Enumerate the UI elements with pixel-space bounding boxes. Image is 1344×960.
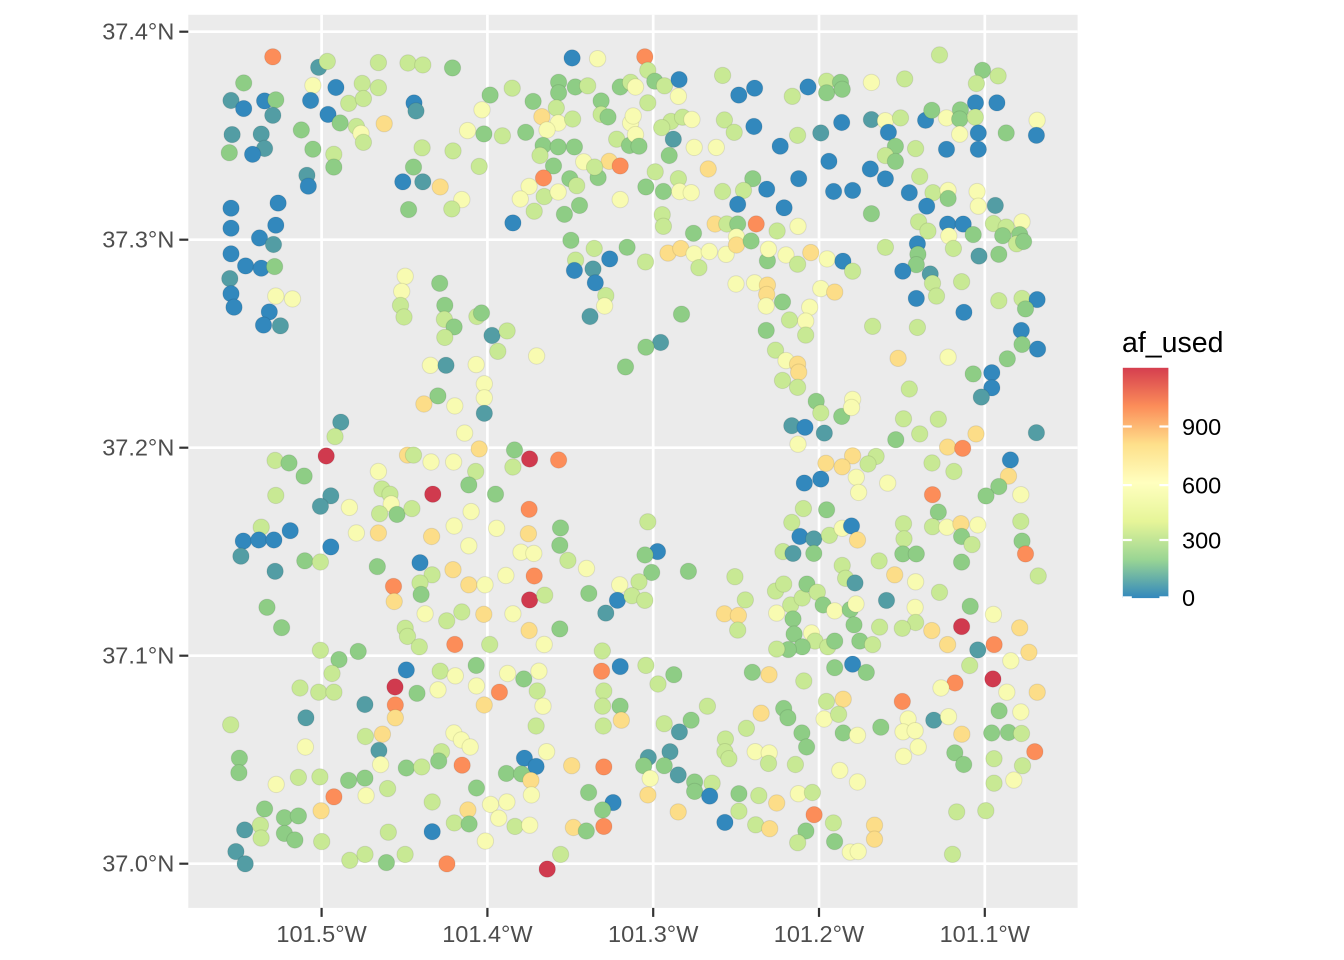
svg-text:101.5°W: 101.5°W bbox=[276, 921, 367, 947]
svg-text:37.0°N: 37.0°N bbox=[102, 851, 174, 877]
svg-text:101.3°W: 101.3°W bbox=[608, 921, 699, 947]
svg-text:300: 300 bbox=[1182, 528, 1221, 554]
svg-text:101.4°W: 101.4°W bbox=[442, 921, 533, 947]
svg-text:37.3°N: 37.3°N bbox=[102, 227, 174, 253]
svg-text:af_used: af_used bbox=[1122, 327, 1223, 359]
svg-text:37.2°N: 37.2°N bbox=[102, 435, 174, 461]
svg-text:900: 900 bbox=[1182, 414, 1221, 440]
svg-text:37.4°N: 37.4°N bbox=[102, 19, 174, 45]
svg-text:101.1°W: 101.1°W bbox=[940, 921, 1031, 947]
svg-text:600: 600 bbox=[1182, 473, 1221, 499]
svg-text:101.2°W: 101.2°W bbox=[774, 921, 865, 947]
svg-text:37.1°N: 37.1°N bbox=[102, 643, 174, 669]
svg-text:0: 0 bbox=[1182, 585, 1195, 611]
